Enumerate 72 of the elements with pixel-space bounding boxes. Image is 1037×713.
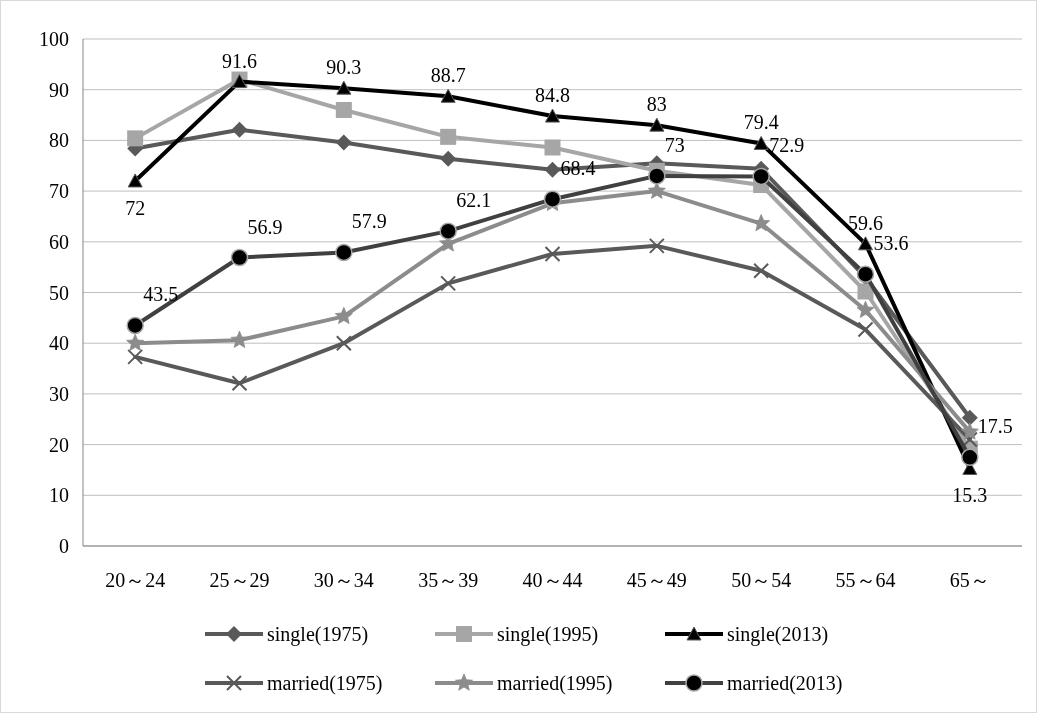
y-tick-label: 20: [49, 433, 69, 456]
y-tick-label: 70: [49, 180, 69, 203]
y-tick-label: 60: [49, 230, 69, 253]
point: [335, 134, 352, 151]
point: [231, 121, 248, 138]
y-tick-label: 50: [49, 281, 69, 304]
x-tick-label: 65～: [949, 569, 990, 591]
y-tick-label: 100: [39, 28, 69, 50]
y-tick-label: 30: [49, 382, 69, 405]
point: [336, 80, 352, 95]
y-tick-label: 10: [49, 484, 69, 507]
x-tick-label: 50～54: [731, 569, 792, 591]
point: [857, 321, 874, 338]
point: [230, 330, 249, 348]
point: [335, 335, 352, 352]
point: [440, 88, 456, 103]
x-tick-label: 35～39: [418, 569, 479, 591]
point: [544, 139, 561, 156]
point: [440, 275, 457, 292]
data-label: 73: [664, 133, 685, 156]
x-tick-label: 40～44: [522, 569, 583, 591]
y-tick-label: 40: [49, 332, 69, 355]
y-tick-label: 90: [49, 78, 69, 101]
point: [440, 128, 457, 145]
data-label: 88.7: [430, 64, 466, 87]
data-label: 17.5: [977, 415, 1013, 438]
point: [753, 262, 770, 279]
data-label: 91.6: [222, 49, 257, 72]
point: [858, 236, 873, 251]
point: [856, 300, 875, 318]
point: [127, 173, 143, 188]
point: [753, 135, 769, 150]
data-label: 90.3: [326, 56, 362, 79]
legend-label: married(1975): [267, 672, 383, 695]
data-label: 59.6: [848, 211, 883, 234]
point: [231, 375, 248, 392]
x-tick-label: 55～64: [835, 569, 896, 591]
point: [127, 348, 144, 365]
point: [335, 101, 352, 118]
point: [545, 108, 560, 123]
data-label: 43.5: [143, 283, 179, 306]
point: [960, 422, 979, 440]
x-tick-label: 30～34: [313, 569, 374, 591]
data-label: 53.6: [873, 232, 909, 255]
data-label: 72.9: [769, 134, 805, 157]
y-tick-label: 0: [59, 535, 69, 557]
point: [544, 245, 561, 262]
data-label: 79.4: [743, 111, 779, 134]
x-tick-label: 45～49: [626, 569, 687, 591]
data-label: 56.9: [247, 215, 283, 238]
data-label: 62.1: [456, 189, 492, 212]
legend-label: single(2013): [727, 623, 829, 646]
data-label: 84.8: [535, 84, 570, 107]
x-tick-label: 20～24: [105, 569, 166, 591]
legend-label: single(1995): [497, 623, 599, 646]
point: [544, 161, 561, 178]
x-tick-label: 25～29: [209, 569, 270, 591]
legend-label: single(1975): [267, 623, 369, 646]
legend-label: married(2013): [727, 672, 843, 695]
y-tick-label: 80: [49, 129, 69, 152]
data-label: 15.3: [952, 484, 988, 507]
point: [127, 130, 144, 147]
point: [126, 333, 145, 351]
point: [649, 117, 665, 132]
point: [648, 237, 665, 254]
point: [961, 409, 978, 426]
data-label: 57.9: [351, 210, 387, 233]
point: [440, 150, 457, 167]
point: [334, 306, 353, 325]
data-label: 72: [125, 196, 146, 219]
data-label: 83: [646, 93, 667, 116]
legend-label: married(1995): [497, 672, 613, 695]
